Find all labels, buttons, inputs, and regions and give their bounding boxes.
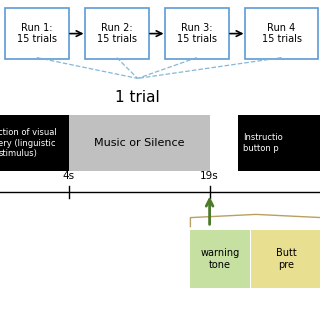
Text: Instructio
button p: Instructio button p xyxy=(243,133,283,153)
Text: Run 3:
15 trials: Run 3: 15 trials xyxy=(177,23,217,44)
Bar xyxy=(190,230,250,288)
Text: 1 trial: 1 trial xyxy=(115,90,160,105)
Bar xyxy=(251,230,320,288)
Text: 19s: 19s xyxy=(200,171,219,181)
Text: warning
tone: warning tone xyxy=(200,248,240,270)
Bar xyxy=(0,115,69,171)
FancyBboxPatch shape xyxy=(85,8,149,59)
Text: 4s: 4s xyxy=(63,171,75,181)
Text: Music or Silence: Music or Silence xyxy=(94,138,184,148)
Text: Butt
pre: Butt pre xyxy=(276,248,297,270)
Text: ction of visual
ery (linguistic
stimulus): ction of visual ery (linguistic stimulus… xyxy=(0,128,57,158)
Bar xyxy=(238,115,320,171)
Text: Run 2:
15 trials: Run 2: 15 trials xyxy=(97,23,137,44)
Text: Run 4
15 trials: Run 4 15 trials xyxy=(262,23,302,44)
FancyBboxPatch shape xyxy=(5,8,69,59)
FancyBboxPatch shape xyxy=(245,8,318,59)
Text: Run 1:
15 trials: Run 1: 15 trials xyxy=(17,23,57,44)
FancyBboxPatch shape xyxy=(165,8,229,59)
Bar xyxy=(69,115,210,171)
